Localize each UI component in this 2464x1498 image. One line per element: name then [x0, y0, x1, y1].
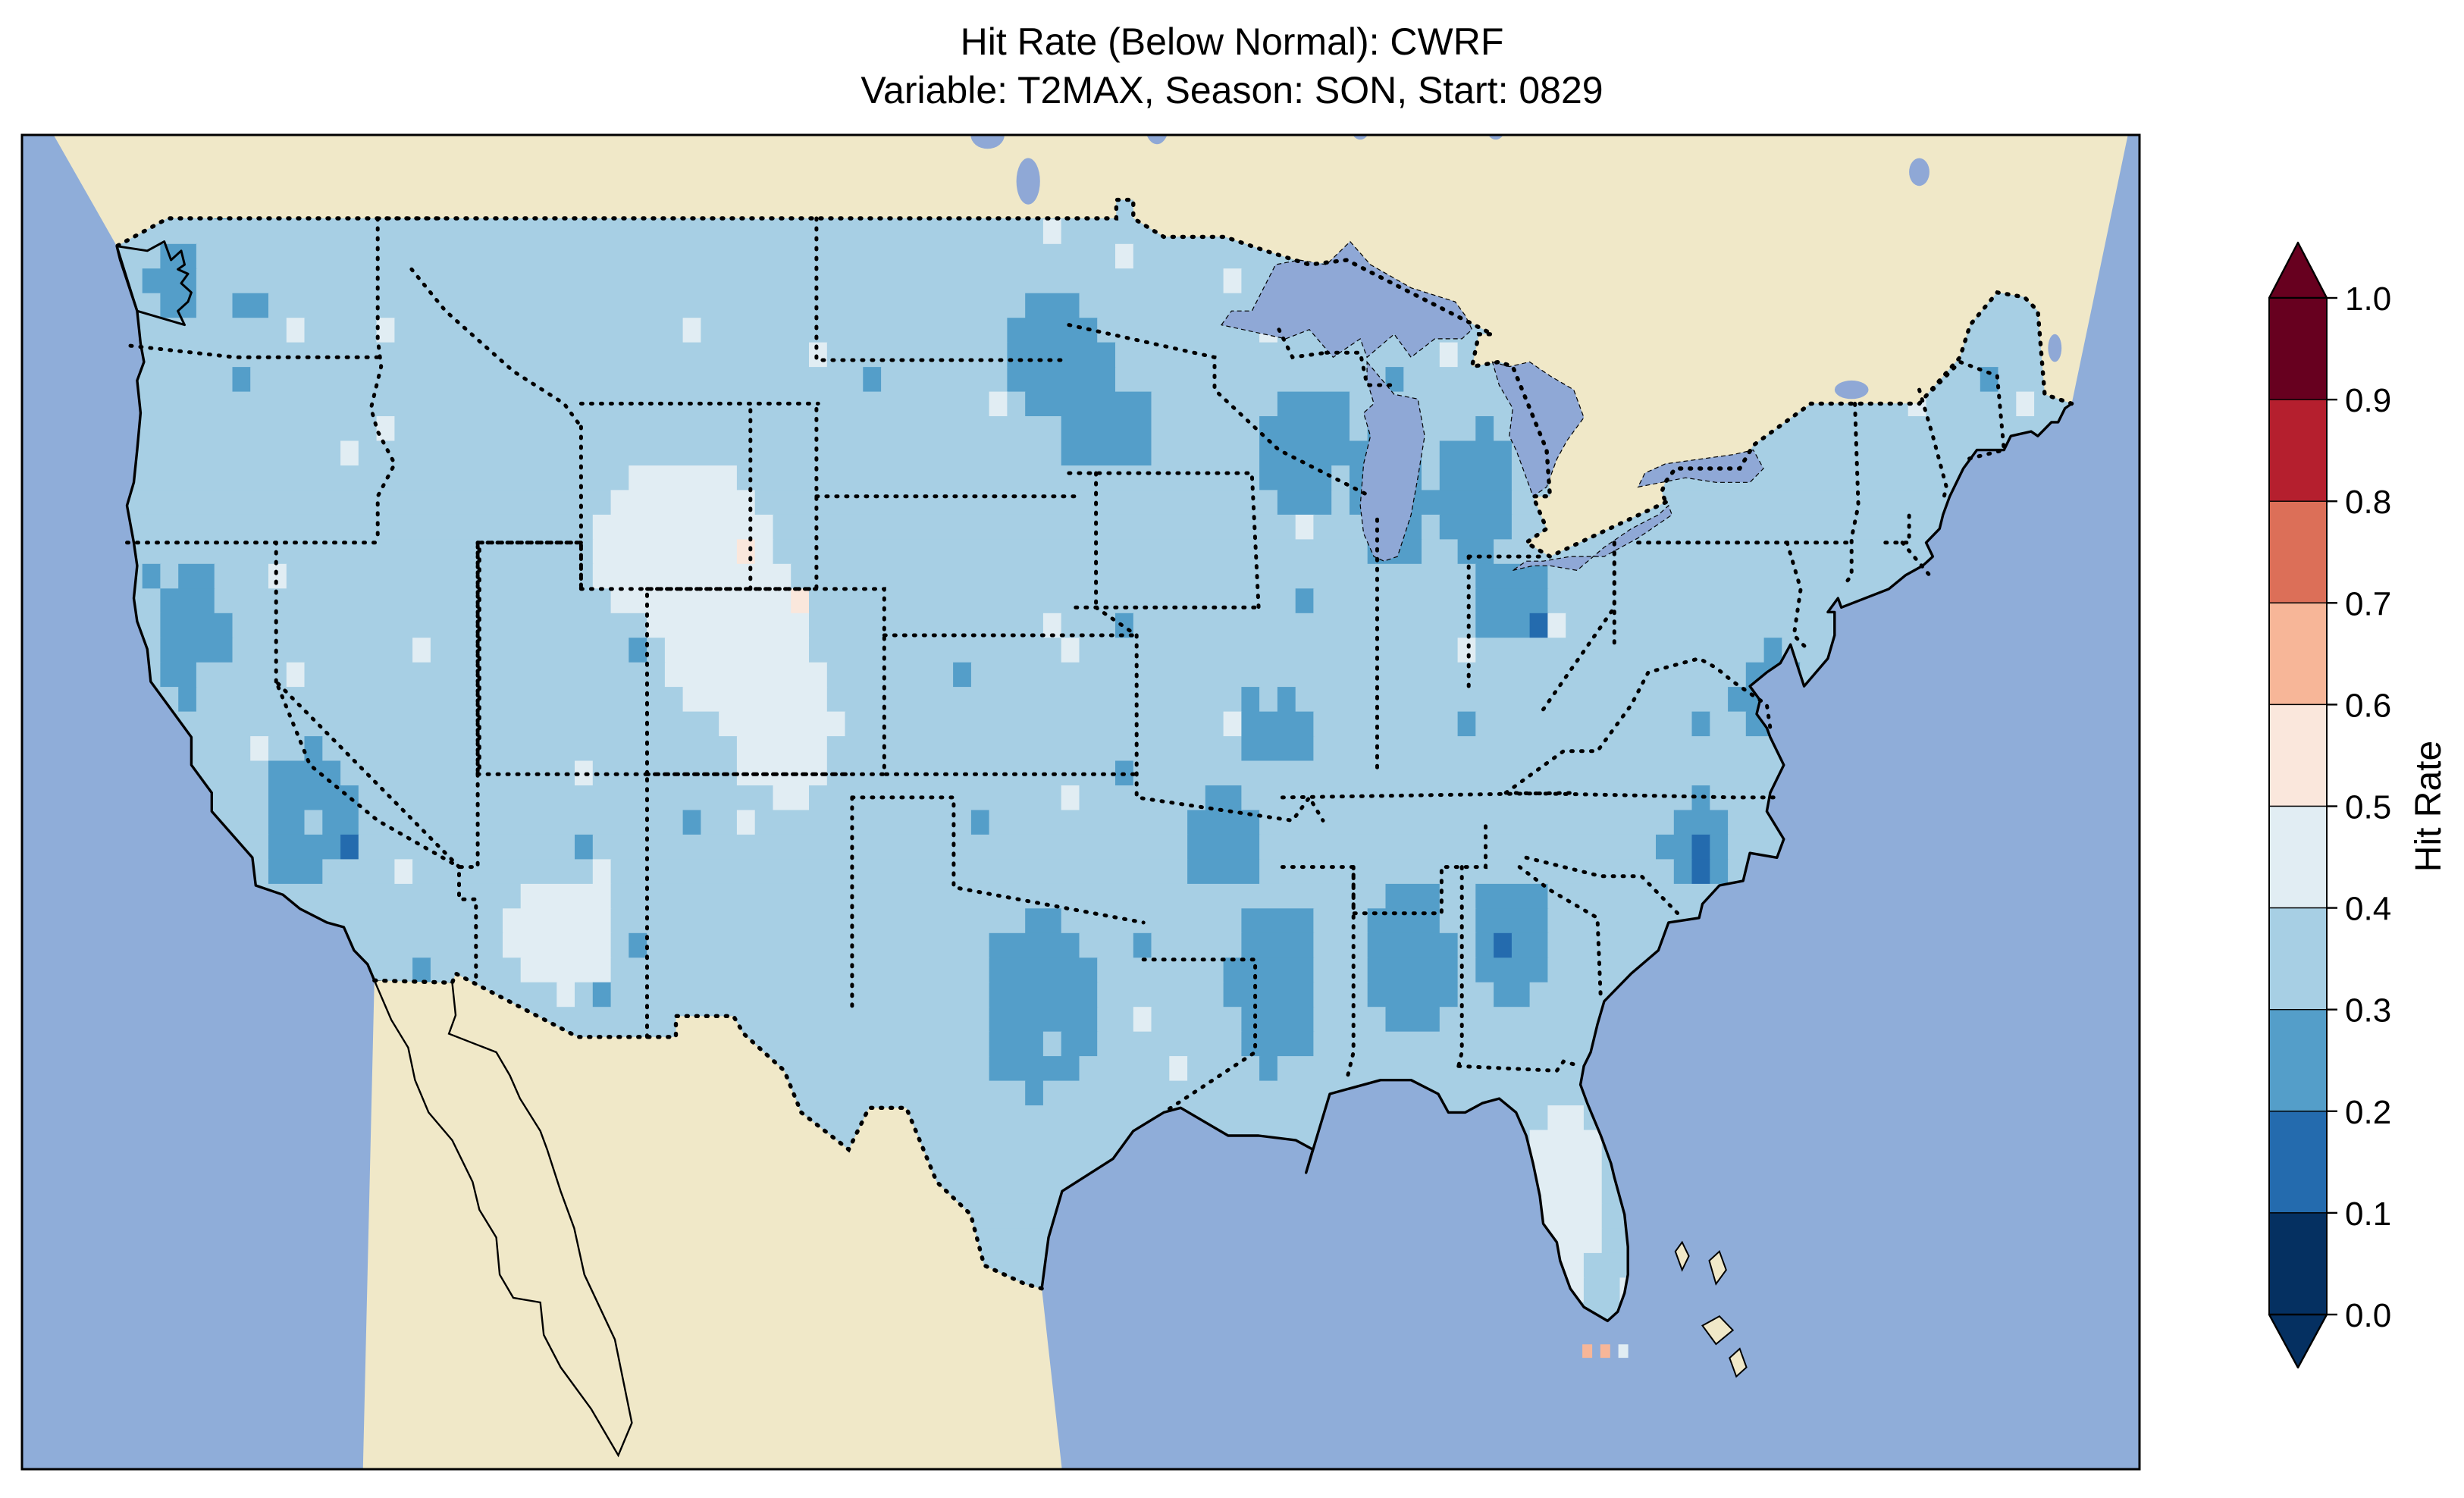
svg-text:0.7: 0.7: [2345, 585, 2391, 622]
svg-text:Variable: T2MAX, Season: SON,: Variable: T2MAX, Season: SON, Start: 082…: [861, 69, 1603, 111]
svg-text:0.3: 0.3: [2345, 992, 2391, 1029]
svg-text:0.0: 0.0: [2345, 1297, 2391, 1334]
svg-text:0.1: 0.1: [2345, 1196, 2391, 1233]
svg-text:0.8: 0.8: [2345, 484, 2391, 521]
svg-text:1.0: 1.0: [2345, 280, 2391, 318]
svg-text:0.4: 0.4: [2345, 891, 2391, 928]
svg-text:Hit Rate: Hit Rate: [2409, 741, 2449, 872]
svg-text:0.5: 0.5: [2345, 789, 2391, 826]
svg-text:Hit Rate (Below Normal): CWRF: Hit Rate (Below Normal): CWRF: [961, 20, 1504, 63]
svg-text:0.9: 0.9: [2345, 382, 2391, 419]
svg-text:0.2: 0.2: [2345, 1094, 2391, 1131]
svg-text:0.6: 0.6: [2345, 687, 2391, 724]
